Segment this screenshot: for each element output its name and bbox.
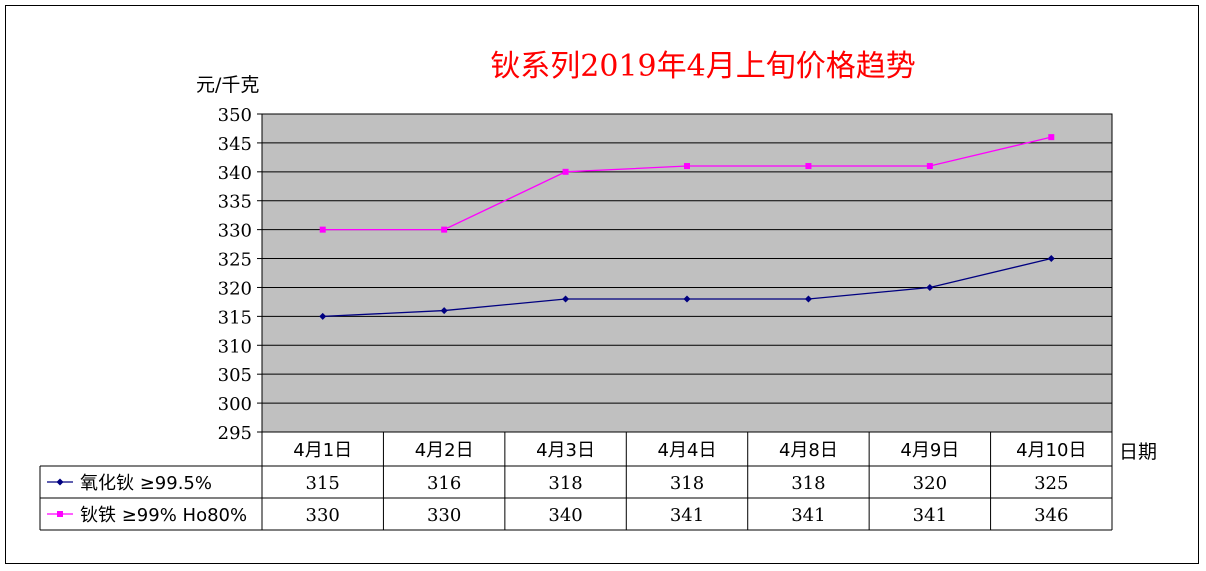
data-value-label: 341 xyxy=(670,505,704,526)
data-point-2 xyxy=(441,226,448,233)
data-point-2 xyxy=(684,163,690,170)
data-value-label: 315 xyxy=(306,473,340,494)
data-point-1 xyxy=(440,307,448,315)
y-tick-label: 335 xyxy=(218,192,252,213)
data-point-2 xyxy=(1048,134,1055,141)
data-point-1 xyxy=(1047,255,1055,263)
x-category-label: 4月10日 xyxy=(1016,440,1086,461)
plot-area xyxy=(261,113,1113,433)
y-tick-label: 330 xyxy=(218,221,252,242)
y-tick-label: 295 xyxy=(218,423,252,444)
data-value-label: 318 xyxy=(548,473,582,494)
data-point-1 xyxy=(926,283,934,291)
data-value-label: 341 xyxy=(913,505,947,526)
data-point-1 xyxy=(683,295,691,303)
y-tick-label: 340 xyxy=(218,163,252,184)
legend-marker-2 xyxy=(57,511,63,517)
data-value-label: 316 xyxy=(427,473,461,494)
data-point-1 xyxy=(562,295,570,303)
x-category-label: 4月4日 xyxy=(658,440,717,461)
data-value-label: 320 xyxy=(913,473,947,494)
y-tick-label: 325 xyxy=(218,250,252,271)
x-category-label: 4月2日 xyxy=(415,440,474,461)
y-tick-label: 345 xyxy=(218,134,252,155)
y-tick-label: 350 xyxy=(218,105,252,126)
data-point-2 xyxy=(805,163,812,170)
x-axis-label: 日期 xyxy=(1119,441,1157,463)
chart-frame xyxy=(5,5,1199,564)
x-category-label: 4月9日 xyxy=(900,440,959,461)
legend-label-2: 钬铁 ≥99% Ho80% xyxy=(80,505,247,526)
data-value-label: 318 xyxy=(791,473,825,494)
data-point-2 xyxy=(926,163,933,170)
data-value-label: 346 xyxy=(1034,505,1068,526)
data-value-label: 341 xyxy=(791,505,825,526)
y-tick-label: 320 xyxy=(218,278,252,299)
legend-label-1: 氧化钬 ≥99.5% xyxy=(80,473,212,494)
y-axis-label: 元/千克 xyxy=(196,74,259,96)
data-value-label: 330 xyxy=(427,505,461,526)
data-point-2 xyxy=(319,226,326,233)
data-point-1 xyxy=(319,312,327,320)
chart-title: 钬系列2019年4月上旬价格趋势 xyxy=(490,49,915,84)
data-point-2 xyxy=(562,168,569,175)
data-point-1 xyxy=(804,295,812,303)
y-tick-label: 310 xyxy=(218,336,252,357)
x-category-label: 4月1日 xyxy=(293,440,352,461)
data-value-label: 318 xyxy=(670,473,704,494)
y-tick-label: 300 xyxy=(218,394,252,415)
data-value-label: 325 xyxy=(1034,473,1068,494)
legend-marker-1 xyxy=(56,478,64,486)
data-value-label: 330 xyxy=(306,505,340,526)
data-value-label: 340 xyxy=(548,505,582,526)
y-tick-label: 315 xyxy=(218,307,252,328)
x-category-label: 4月8日 xyxy=(779,440,838,461)
x-category-label: 4月3日 xyxy=(536,440,595,461)
y-tick-label: 305 xyxy=(218,365,252,386)
